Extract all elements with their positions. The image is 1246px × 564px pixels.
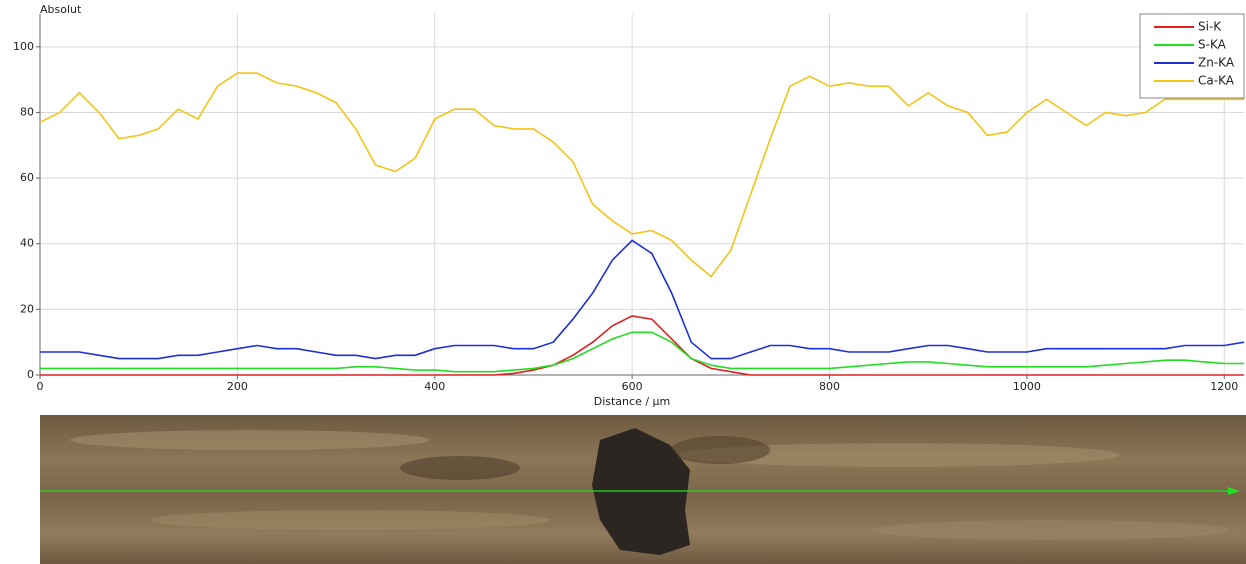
y-tick-label: 20 xyxy=(20,302,34,315)
plot-area xyxy=(40,14,1244,375)
chart: Absolut Distance / µm 020406080100020040… xyxy=(0,0,1246,564)
x-tick-label: 0 xyxy=(37,380,44,393)
x-tick-label: 1000 xyxy=(1013,380,1041,393)
micrograph xyxy=(40,415,1246,564)
x-tick-label: 600 xyxy=(622,380,643,393)
legend-label: S-KA xyxy=(1198,38,1227,52)
legend: Si-K S-KA Zn-KA Ca-KA xyxy=(1140,14,1244,98)
legend-label: Si-K xyxy=(1198,20,1222,34)
x-tick-label: 200 xyxy=(227,380,248,393)
y-tick-label: 100 xyxy=(13,40,34,53)
x-axis-label: Distance / µm xyxy=(594,395,671,408)
y-tick-label: 80 xyxy=(20,105,34,118)
legend-label: Ca-KA xyxy=(1198,74,1235,88)
x-tick-label: 400 xyxy=(424,380,445,393)
x-tick-label: 800 xyxy=(819,380,840,393)
y-tick-label: 0 xyxy=(27,368,34,381)
y-tick-label: 60 xyxy=(20,171,34,184)
y-tick-label: 40 xyxy=(20,237,34,250)
x-tick-label: 1200 xyxy=(1210,380,1238,393)
legend-label: Zn-KA xyxy=(1198,56,1235,70)
page: {"chart_data": { "type": "line", "y_labe… xyxy=(0,0,1246,564)
